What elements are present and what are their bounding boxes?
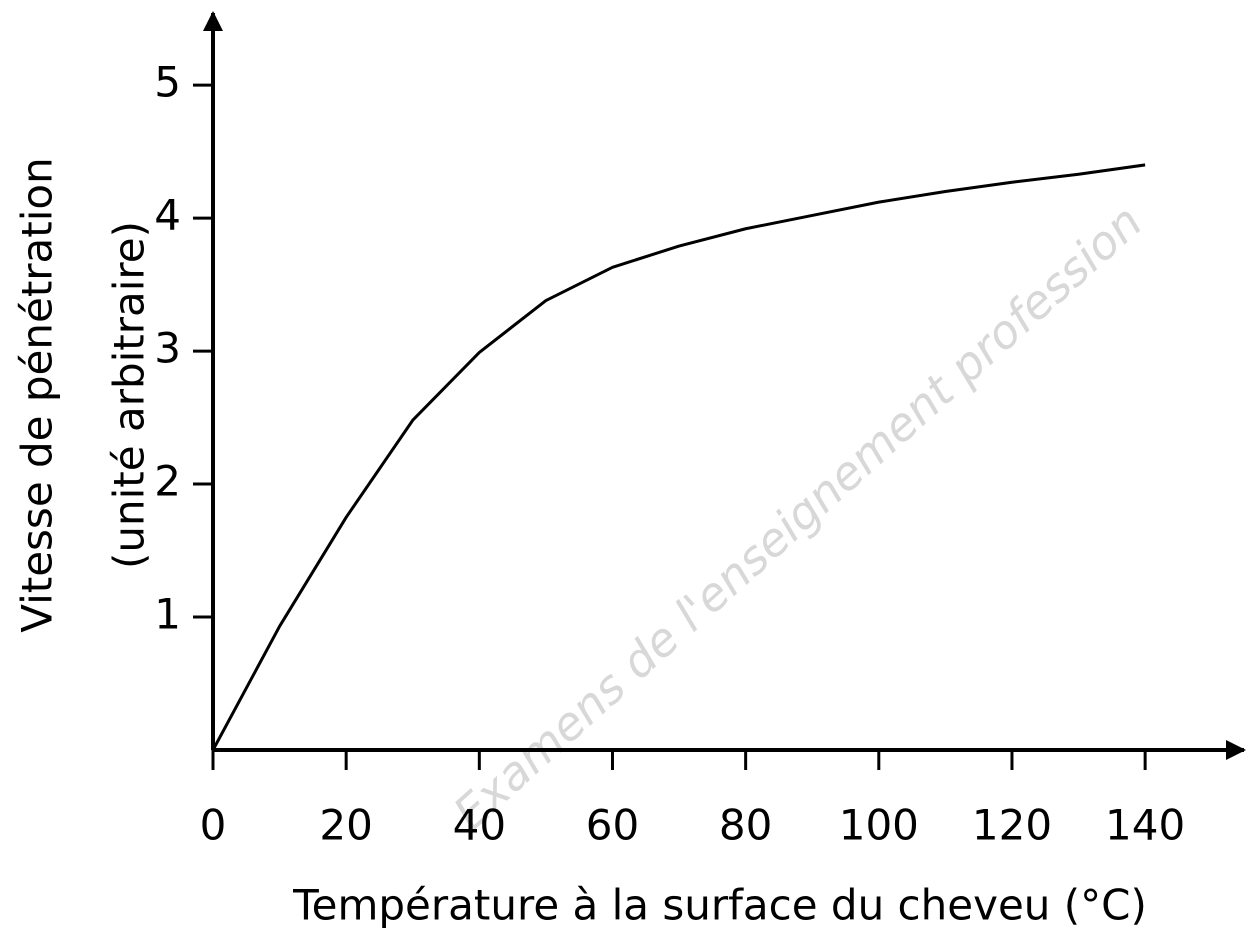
y-tick-label: 3 xyxy=(154,324,181,373)
data-line xyxy=(211,163,1146,751)
y-axis-title-line: Vitesse de pénétration xyxy=(13,157,62,632)
y-axis-title-line: (unité arbitraire) xyxy=(105,221,154,569)
y-tick-label: 5 xyxy=(154,58,181,107)
y-tick-label: 2 xyxy=(154,457,181,506)
x-tick-label: 100 xyxy=(839,801,919,850)
y-tick-label: 4 xyxy=(154,191,181,240)
x-tick-label: 120 xyxy=(972,801,1052,850)
x-tick-label: 20 xyxy=(319,801,372,850)
x-tick-label: 140 xyxy=(1105,801,1185,850)
watermark: Examens de l'enseignement profession xyxy=(443,194,1152,840)
y-tick-label: 1 xyxy=(154,590,181,639)
x-tick-label: 40 xyxy=(453,801,506,850)
y-axis-title: Vitesse de pénétration (unité arbitraire… xyxy=(13,157,154,632)
x-tick-label: 0 xyxy=(200,801,227,850)
x-tick-label: 60 xyxy=(586,801,639,850)
x-tick-label: 80 xyxy=(719,801,772,850)
x-axis-title: Température à la surface du cheveu (°C) xyxy=(292,881,1147,930)
